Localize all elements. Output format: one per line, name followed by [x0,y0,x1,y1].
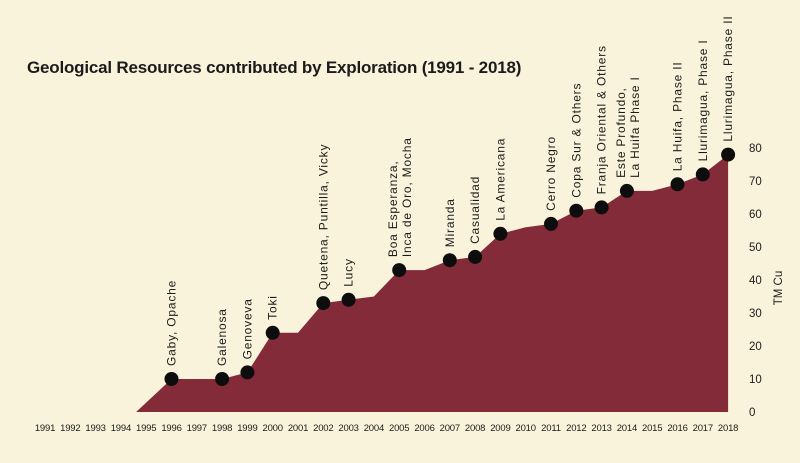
x-axis-year-label: 1998 [212,423,232,434]
data-point-dot [341,292,356,307]
data-point-dot [240,365,255,380]
x-axis-year-label: 2004 [364,423,384,434]
data-point-label: Lucy [342,258,356,287]
data-point-label: Gaby, Opache [165,280,179,366]
x-axis-year-label: 2002 [313,423,333,434]
data-point-label: Miranda [443,198,457,247]
data-point-dot [594,200,609,215]
x-axis-year-label: 2001 [288,423,308,434]
x-axis-year-label: 2013 [591,423,611,434]
x-axis-year-label: 2014 [617,423,637,434]
data-point-dot [493,226,508,241]
x-axis-year-label: 1991 [35,423,55,434]
area-fill [136,154,729,412]
y-axis-tick-label: 30 [749,308,762,320]
data-point-dot [468,249,483,264]
data-point-dot [695,167,710,182]
x-axis-year-label: 2003 [338,423,358,434]
x-axis-year-label: 1995 [136,423,156,434]
data-point-label: Boa Esperanza, [386,161,400,258]
x-axis-year-label: 2000 [263,423,283,434]
x-axis-year-label: 1992 [60,423,80,434]
y-axis-tick-label: 0 [749,407,755,419]
data-point-dot [164,372,179,386]
data-point-dot [670,177,685,192]
data-point-label: Casualidad [468,176,482,244]
data-point-dot [544,216,558,231]
x-axis-year-label: 1999 [237,423,257,434]
x-axis-year-label: 2010 [516,423,536,434]
data-point-dot [316,296,331,311]
x-axis-year-label: 2017 [693,423,713,434]
x-axis-year-label: 2011 [541,423,561,434]
x-axis-year-label: 2009 [490,423,510,434]
y-axis-tick-label: 70 [749,176,762,188]
data-point-label: Franja Oriental & Others [595,45,609,194]
x-axis-year-label: 1997 [187,423,207,434]
data-point-dot [442,253,457,268]
data-point-dot [569,203,584,218]
y-axis-tick-label: 60 [749,209,762,221]
chart-title: Geological Resources contributed by Expl… [27,58,522,77]
data-point-label: Llurimagua, Phase I [696,39,710,161]
y-axis-title: TM Cu [773,271,785,306]
data-point-dot [619,183,634,198]
data-point-label: Genoveva [240,298,254,359]
y-axis-tick-label: 40 [749,275,762,287]
x-axis-year-label: 2005 [389,423,409,434]
data-point-dot [215,372,230,386]
y-axis-tick-label: 80 [749,143,762,155]
x-axis-year-label: 2007 [440,423,460,434]
y-axis-tick-label: 50 [749,242,762,254]
data-point-dot [265,325,280,340]
data-point-dot [392,263,407,278]
data-point-label: Galenosa [215,308,229,366]
data-point-label: La Americana [493,138,507,221]
x-axis-year-label: 1994 [111,423,131,434]
data-point-label: Copa Sur & Others [569,83,583,198]
x-axis-year-label: 2006 [414,423,434,434]
x-axis-year-label: 1996 [161,423,181,434]
x-axis-year-label: 2018 [718,423,738,434]
data-point-label: Cerro Negro [544,136,558,211]
data-point-label: Toki [266,295,280,320]
x-axis-year-label: 2016 [667,423,687,434]
data-point-label: Inca de Oro, Mocha [400,137,414,257]
x-axis-year-label: 2012 [566,423,586,434]
data-point-label: Este Profundo, [614,87,628,178]
y-axis-tick-label: 10 [749,374,762,386]
x-axis-year-label: 1993 [85,423,105,434]
data-point-label: La Huifa Phase I [628,76,642,178]
x-axis-year-label: 2008 [465,423,485,434]
data-point-label: Quetena, Puntilla, Vicky [316,144,330,290]
y-axis-tick-label: 20 [749,341,762,353]
data-point-dot [721,147,736,162]
data-point-label: La Huifa, Phase II [671,62,685,172]
data-point-label: Llurimagua, Phase II [721,16,735,142]
x-axis-year-label: 2015 [642,423,662,434]
